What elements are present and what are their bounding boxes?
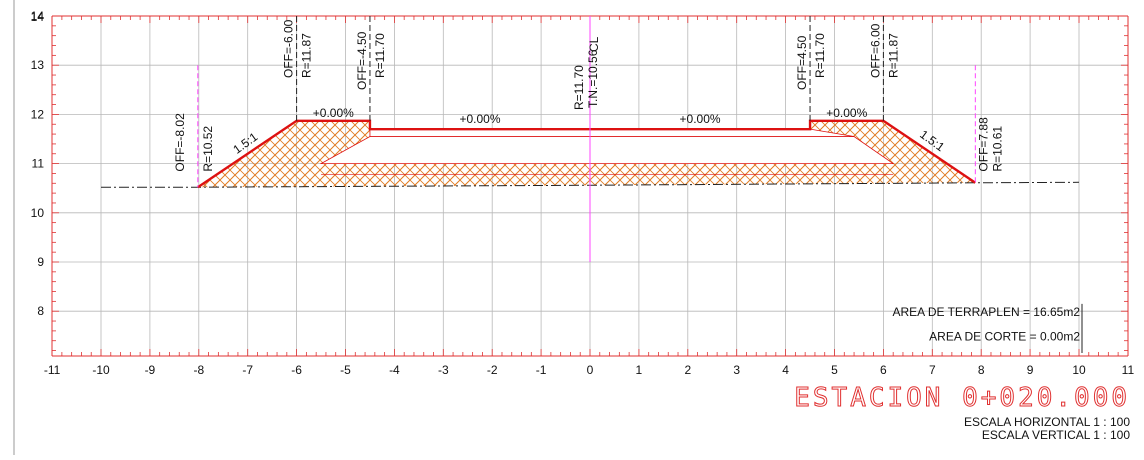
- horizontal-scale: ESCALA HORIZONTAL 1 : 100: [963, 415, 1130, 429]
- label-off-left-inner: OFF=-4.50: [355, 31, 369, 90]
- station-title: ESTACION 0+020.000: [794, 383, 1130, 414]
- slope-top-center-right: +0.00%: [680, 112, 721, 126]
- x-tick-label: -8: [193, 363, 204, 377]
- x-tick-label: 9: [1027, 363, 1034, 377]
- y-tick-label: 10: [31, 206, 45, 220]
- x-tick-label: -4: [389, 363, 400, 377]
- y-tick-label: 11: [32, 157, 45, 171]
- label-off-left-toe: OFF=-8.02: [173, 113, 187, 172]
- slope-top-right: +0.00%: [826, 106, 867, 120]
- x-tick-label: -9: [145, 363, 156, 377]
- x-tick-label: -3: [438, 363, 449, 377]
- x-tick-label: 5: [831, 363, 838, 377]
- label-off-left-shoulder: OFF=-6.00: [282, 19, 296, 78]
- label-r-left-inner: R=11.70: [373, 33, 387, 78]
- y-tick-label: 12: [31, 107, 45, 121]
- x-tick-label: -5: [340, 363, 351, 377]
- slope-top-left: +0.00%: [313, 106, 354, 120]
- y-tick-label: 9: [37, 255, 44, 269]
- x-tick-label: 10: [1072, 363, 1086, 377]
- fill-inner-layer: [319, 136, 895, 165]
- x-tick-label: -1: [536, 363, 547, 377]
- label-off-right-shoulder: OFF=6.00: [868, 23, 882, 78]
- x-tick-label: 0: [587, 363, 594, 377]
- label-centerline: CL: [587, 36, 601, 52]
- x-tick-label: -10: [92, 363, 110, 377]
- label-r-right-shoulder: R=11.87: [886, 33, 900, 78]
- y-tick-label: 14: [31, 9, 45, 23]
- y-tick-label-top: 14: [31, 10, 45, 24]
- x-tick-label: -2: [487, 363, 498, 377]
- x-tick-label: 8: [978, 363, 985, 377]
- x-tick-label: 2: [684, 363, 691, 377]
- x-tick-label: -7: [242, 363, 253, 377]
- x-tick-label: 6: [880, 363, 887, 377]
- area-terraplen-label: AREA DE TERRAPLEN = 16.65m2: [892, 305, 1080, 319]
- x-tick-label: 1: [636, 363, 643, 377]
- y-tick-label: 13: [31, 58, 45, 72]
- label-r-right-inner: R=11.70: [813, 33, 827, 78]
- label-tn-center: T.N.=10.56: [586, 49, 600, 108]
- vertical-scale: ESCALA VERTICAL 1 : 100: [981, 428, 1130, 442]
- label-r-left-shoulder: R=11.87: [300, 33, 314, 78]
- x-tick-label: 3: [733, 363, 740, 377]
- x-tick-label: 11: [1122, 363, 1135, 377]
- y-tick-label: 8: [37, 304, 44, 318]
- x-tick-label: 7: [929, 363, 936, 377]
- label-r-right-toe: R=10.61: [990, 126, 1004, 172]
- area-corte-label: AREA DE CORTE = 0.00m2: [929, 330, 1080, 344]
- label-r-left-toe: R=10.52: [201, 126, 215, 172]
- label-off-right-inner: OFF=4.50: [795, 35, 809, 90]
- x-tick-label: -6: [291, 363, 302, 377]
- x-tick-label: 4: [782, 363, 789, 377]
- slope-top-center-left: +0.00%: [459, 112, 500, 126]
- label-off-right-toe: OFF=7.88: [976, 117, 990, 172]
- label-r-center: R=11.70: [572, 65, 586, 110]
- x-tick-label: -11: [44, 363, 61, 377]
